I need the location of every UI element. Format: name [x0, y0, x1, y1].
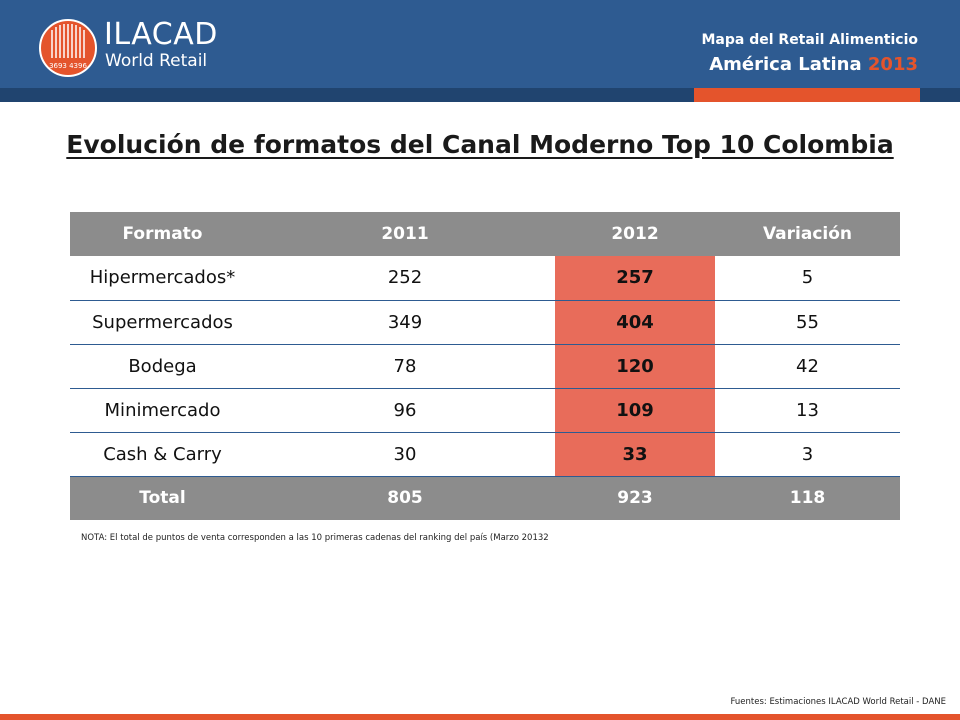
cell-variacion: 42: [715, 344, 900, 389]
cell-2011: 252: [255, 256, 555, 301]
header-bar: [0, 0, 960, 88]
cell-variacion: 3: [715, 432, 900, 477]
cell-2011: 78: [255, 344, 555, 389]
brand-subtitle: World Retail: [105, 51, 208, 71]
bottom-accent-bar: [0, 714, 960, 720]
footnote: NOTA: El total de puntos de venta corres…: [81, 533, 549, 543]
column-header-2012: 2012: [555, 212, 715, 256]
cell-2011: 30: [255, 432, 555, 477]
cell-formato: Supermercados: [70, 300, 255, 345]
brand-name: ILACAD: [104, 17, 218, 52]
column-header-variacion: Variación: [715, 212, 900, 256]
table-row: Supermercados 349 404 55: [70, 300, 900, 345]
cell-2012: 404: [555, 300, 715, 345]
header-region: América Latina: [709, 54, 862, 75]
column-header-formato: Formato: [70, 212, 255, 256]
cell-variacion: 13: [715, 388, 900, 433]
cell-variacion: 5: [715, 256, 900, 301]
header-title: Mapa del Retail Alimenticio: [701, 32, 919, 48]
total-variacion: 118: [715, 476, 900, 520]
header-accent-stripe: [694, 88, 920, 102]
table-header-row: Formato 2011 2012 Variación: [70, 212, 900, 256]
cell-formato: Bodega: [70, 344, 255, 389]
ilacad-logo-icon: 3693 4396: [39, 19, 97, 77]
cell-formato: Cash & Carry: [70, 432, 255, 477]
total-2012: 923: [555, 476, 715, 520]
cell-2012: 257: [555, 256, 715, 301]
header-subtitle: América Latina 2013: [709, 53, 918, 77]
cell-2011: 96: [255, 388, 555, 433]
cell-2012: 120: [555, 344, 715, 389]
table-total-row: Total 805 923 118: [70, 476, 900, 520]
sources-text: Fuentes: Estimaciones ILACAD World Retai…: [730, 697, 946, 707]
logo-numbers: 3693 4396: [49, 62, 87, 70]
table-row: Cash & Carry 30 33 3: [70, 432, 900, 477]
table-row: Bodega 78 120 42: [70, 344, 900, 389]
cell-formato: Hipermercados*: [70, 256, 255, 301]
total-label: Total: [70, 476, 255, 520]
cell-variacion: 55: [715, 300, 900, 345]
page-title: Evolución de formatos del Canal Moderno …: [66, 130, 894, 159]
formats-table: Formato 2011 2012 Variación Hipermercado…: [70, 212, 900, 520]
cell-2012: 109: [555, 388, 715, 433]
cell-2012: 33: [555, 432, 715, 477]
cell-formato: Minimercado: [70, 388, 255, 433]
cell-2011: 349: [255, 300, 555, 345]
table-row: Minimercado 96 109 13: [70, 388, 900, 433]
column-header-2011: 2011: [255, 212, 555, 256]
header-year: 2013: [867, 54, 918, 75]
table-row: Hipermercados* 252 257 5: [70, 256, 900, 301]
total-2011: 805: [255, 476, 555, 520]
